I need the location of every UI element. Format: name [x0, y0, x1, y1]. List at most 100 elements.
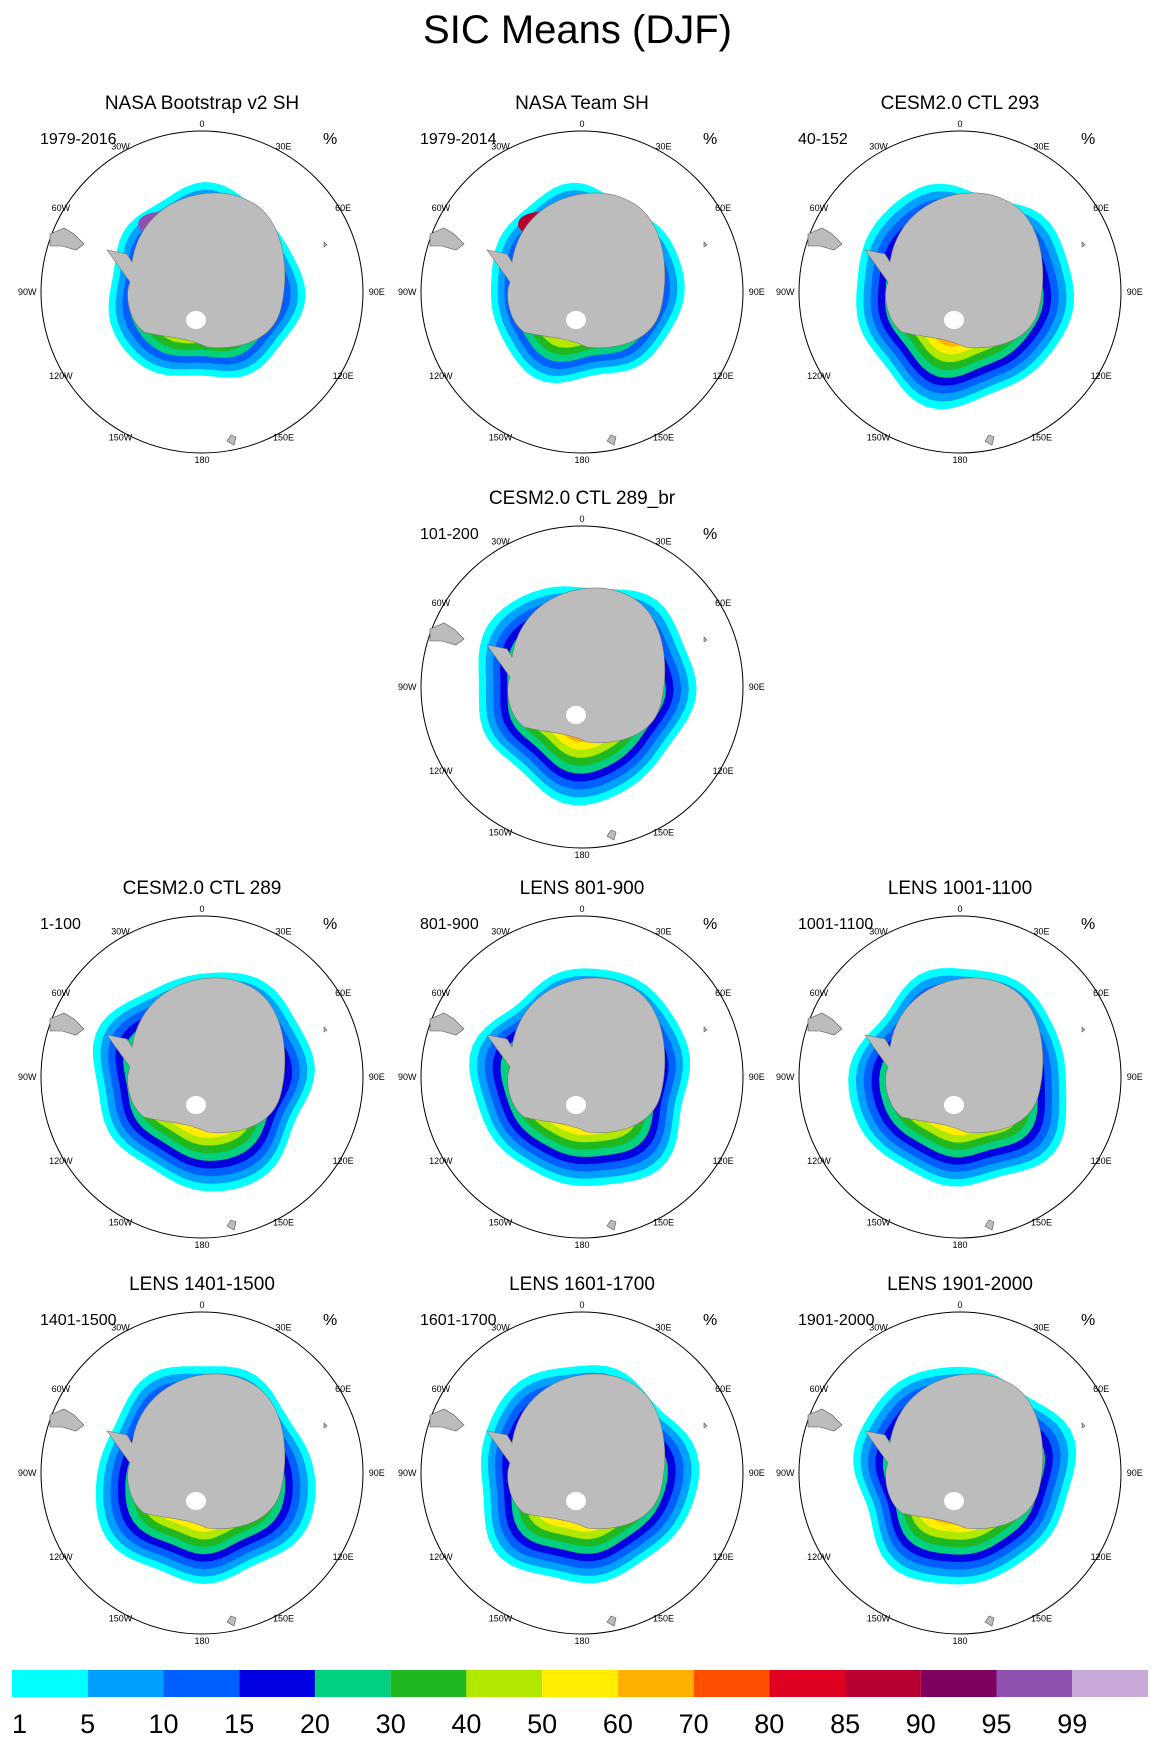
panel-year-range: 1001-1100	[798, 916, 873, 933]
longitude-label: 120E	[713, 371, 734, 381]
antarctica-landmass	[486, 192, 666, 348]
map-panels: NASA Bootstrap v2 SH 1979-2016 % 0 30E 60E 90E…	[18, 93, 1143, 1646]
longitude-label: 60W	[432, 598, 451, 608]
map-panel: LENS 801-900 801-900 % 0 30E 60E 90E 120E 150E 18…	[398, 878, 765, 1250]
longitude-label: 30E	[655, 142, 671, 152]
longitude-label: 150W	[109, 1218, 133, 1228]
panel-title: LENS 1401-1500	[129, 1274, 275, 1295]
island-landmass	[1081, 241, 1086, 248]
longitude-label: 120E	[713, 766, 734, 776]
colorbar-tick-label: 30	[376, 1709, 406, 1738]
colorbar-swatch	[693, 1670, 770, 1697]
south-america-landmass	[429, 622, 465, 646]
colorbar-tick-label: 90	[906, 1709, 936, 1738]
new-zealand-landmass	[606, 434, 617, 446]
longitude-label: 180	[194, 455, 209, 465]
panel-title: LENS 1901-2000	[887, 1274, 1033, 1295]
longitude-label: 90E	[749, 1072, 765, 1082]
longitude-label: 90E	[369, 287, 385, 297]
panel-year-range: 1601-1700	[420, 1312, 497, 1329]
map-panel: CESM2.0 CTL 289 1-100 % 0 30E 60E 90E 120E 150E 1…	[18, 878, 385, 1250]
longitude-label: 90W	[776, 1468, 795, 1478]
longitude-label: 60W	[810, 988, 829, 998]
longitude-label: 0	[199, 904, 204, 914]
island-landmass	[1081, 1026, 1086, 1033]
ross-ice-shelf	[186, 1096, 206, 1114]
longitude-label: 150E	[273, 1218, 294, 1228]
south-america-landmass	[429, 227, 465, 251]
longitude-label: 0	[579, 514, 584, 524]
longitude-label: 0	[957, 119, 962, 129]
colorbar-tick-label: 40	[451, 1709, 481, 1738]
longitude-label: 0	[579, 904, 584, 914]
longitude-label: 120W	[49, 1552, 73, 1562]
south-america-landmass	[429, 1012, 465, 1036]
panel-unit-label: %	[1081, 131, 1095, 148]
antarctica-landmass	[106, 977, 286, 1133]
longitude-label: 180	[952, 1240, 967, 1250]
longitude-label: 180	[952, 1636, 967, 1646]
longitude-label: 90E	[749, 287, 765, 297]
panel-unit-label: %	[323, 1312, 337, 1329]
panel-unit-label: %	[1081, 1312, 1095, 1329]
longitude-label: 30E	[1033, 142, 1049, 152]
longitude-label: 60W	[810, 203, 829, 213]
longitude-label: 90E	[1127, 1072, 1143, 1082]
longitude-label: 180	[574, 850, 589, 860]
longitude-label: 30E	[655, 927, 671, 937]
longitude-label: 30W	[491, 927, 510, 937]
longitude-label: 150E	[1031, 1614, 1052, 1624]
longitude-label: 60E	[1093, 203, 1109, 213]
colorbar-tick-label: 20	[300, 1709, 330, 1738]
antarctica-landmass	[864, 977, 1044, 1133]
south-america-landmass	[807, 227, 843, 251]
longitude-label: 120E	[713, 1156, 734, 1166]
longitude-label: 180	[194, 1240, 209, 1250]
south-america-landmass	[49, 1012, 85, 1036]
colorbar-swatch	[466, 1670, 543, 1697]
longitude-label: 180	[194, 1636, 209, 1646]
map-panel: CESM2.0 CTL 293 40-152 % 0 30E 60E 90E 120E 150E…	[776, 93, 1143, 465]
south-america-landmass	[49, 227, 85, 251]
longitude-label: 60W	[52, 1384, 71, 1394]
longitude-label: 30W	[111, 142, 130, 152]
island-landmass	[323, 1026, 328, 1033]
longitude-label: 120W	[429, 1156, 453, 1166]
longitude-label: 150W	[109, 433, 133, 443]
longitude-label: 90E	[369, 1072, 385, 1082]
map-panel: LENS 1601-1700 1601-1700 % 0 30E 60E 90E 120E 15…	[398, 1274, 765, 1646]
longitude-label: 120W	[429, 766, 453, 776]
longitude-label: 90W	[398, 1072, 417, 1082]
new-zealand-landmass	[606, 1219, 617, 1231]
colorbar-tick-label: 60	[603, 1709, 633, 1738]
longitude-label: 0	[957, 904, 962, 914]
longitude-label: 60E	[1093, 988, 1109, 998]
longitude-label: 150E	[653, 1614, 674, 1624]
longitude-label: 60W	[432, 988, 451, 998]
longitude-label: 30W	[491, 537, 510, 547]
longitude-label: 60E	[335, 1384, 351, 1394]
island-landmass	[703, 241, 708, 248]
longitude-label: 150W	[489, 1614, 513, 1624]
panel-title: NASA Team SH	[515, 93, 649, 114]
longitude-label: 90W	[18, 1072, 37, 1082]
panel-title: LENS 1001-1100	[888, 878, 1032, 899]
ross-ice-shelf	[944, 1492, 964, 1510]
antarctica-landmass	[106, 192, 286, 348]
longitude-label: 30E	[1033, 1323, 1049, 1333]
longitude-label: 60W	[810, 1384, 829, 1394]
panel-title: CESM2.0 CTL 289	[123, 878, 282, 899]
panel-unit-label: %	[703, 526, 717, 543]
longitude-label: 90E	[749, 682, 765, 692]
island-landmass	[703, 636, 708, 643]
panel-year-range: 1979-2016	[40, 131, 117, 148]
colorbar-tick-label: 85	[830, 1709, 860, 1738]
longitude-label: 120W	[49, 1156, 73, 1166]
longitude-label: 120W	[429, 1552, 453, 1562]
colorbar-swatch	[390, 1670, 467, 1697]
colorbar-tick-label: 99	[1057, 1709, 1087, 1738]
panel-unit-label: %	[1081, 916, 1095, 933]
ross-ice-shelf	[566, 1096, 586, 1114]
map-panel: LENS 1001-1100 1001-1100 % 0 30E 60E 90E 120E 15…	[776, 878, 1143, 1250]
